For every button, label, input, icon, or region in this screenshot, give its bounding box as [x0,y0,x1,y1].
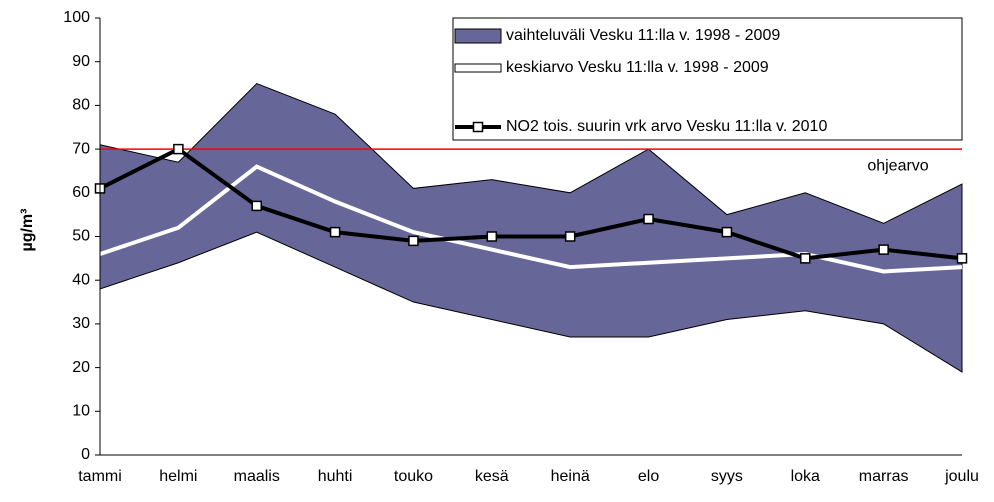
y-tick-label: 50 [72,228,90,245]
x-tick-label: joulu [944,468,979,485]
x-tick-label: syys [711,468,743,485]
marker [721,226,733,238]
legend-swatch [454,63,502,73]
range-area [99,82,963,373]
legend-box [452,17,963,141]
y-tick-label: 10 [72,403,90,420]
y-tick-label: 90 [72,53,90,70]
marker [408,235,419,247]
x-tick-label: maalis [234,468,280,485]
marker [564,231,576,242]
y-tick-label: 80 [72,97,90,114]
marker [956,253,968,264]
x-tick-label: loka [791,468,820,485]
marker [800,253,811,264]
reference-label: ohjearvo [867,157,928,174]
x-tick-label: heinä [551,468,590,485]
legend-marker [472,121,484,133]
y-tick-label: 20 [72,359,90,376]
y-tick-label: 0 [81,446,90,463]
x-tick-label: kesä [475,468,509,485]
y-tick-label: 70 [72,140,90,157]
legend-label: keskiarvo Vesku 11:lla v. 1998 - 2009 [506,59,769,76]
marker [173,143,184,155]
x-tick-label: marras [859,468,909,485]
series-line [99,146,963,261]
x-tick-label: touko [394,468,433,485]
legend-swatch [454,28,502,44]
y-tick-label: 100 [63,9,90,26]
marker [251,200,262,212]
marker [643,213,654,225]
x-tick-label: huhti [318,468,353,485]
marker [329,226,341,238]
marker [878,244,889,255]
legend-label: NO2 tois. suurin vrk arvo Vesku 11:lla v… [506,118,827,135]
marker [486,231,498,242]
x-tick-label: elo [638,468,659,485]
y-tick-label: 40 [72,271,90,288]
y-tick-label: 30 [72,315,90,332]
y-tick-label: 60 [72,184,90,201]
y-axis-label: µg/m³ [19,209,36,252]
x-tick-label: helmi [159,468,197,485]
x-tick-label: tammi [78,468,122,485]
legend-label: vaihteluväli Vesku 11:lla v. 1998 - 2009 [506,27,780,44]
